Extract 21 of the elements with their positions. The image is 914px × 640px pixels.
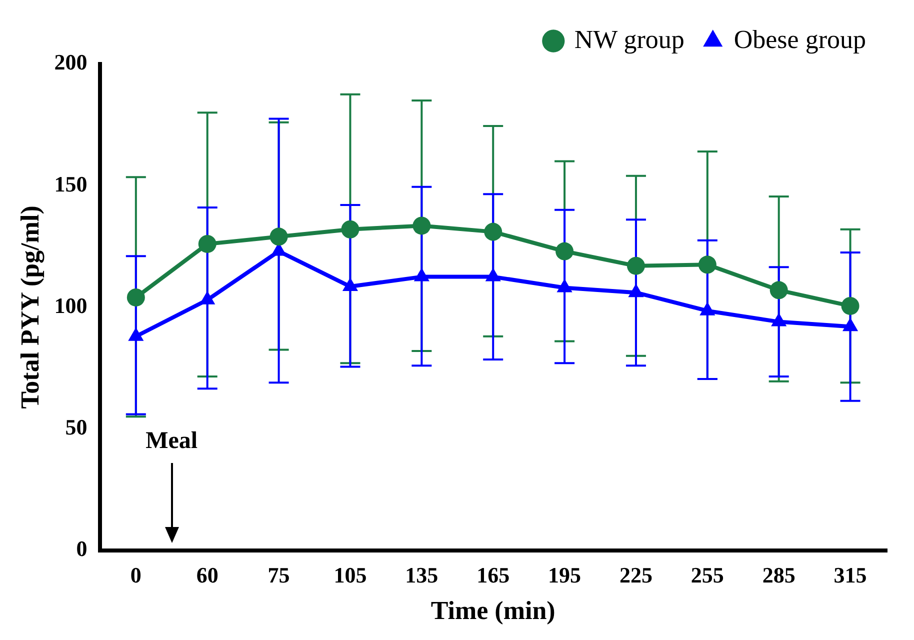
legend-label: NW group [574,24,684,54]
x-tick-label: 0 [130,562,142,588]
x-tick-label: 285 [762,562,796,588]
x-tick-label: 105 [334,562,367,588]
y-tick-label: 100 [54,292,88,318]
y-tick-label: 150 [54,171,88,196]
legend-label: Obese group [734,24,866,54]
x-tick-label: 60 [196,562,218,588]
x-tick-label: 165 [476,562,510,588]
x-tick-label: 195 [548,562,582,588]
annotation: Meal [144,428,199,456]
y-axis-title: Total PYY (pg/ml) [15,206,44,409]
y-tick-label: 50 [65,414,88,440]
x-tick-label: 225 [619,562,652,588]
x-tick-label: 315 [834,562,867,588]
x-tick-label: 255 [690,562,724,588]
x-axis-title: Time (min) [430,596,556,626]
x-tick-label: 75 [268,562,290,588]
y-tick-label: 200 [54,50,88,75]
y-tick-label: 0 [76,536,88,562]
x-tick-label: 135 [405,562,438,588]
